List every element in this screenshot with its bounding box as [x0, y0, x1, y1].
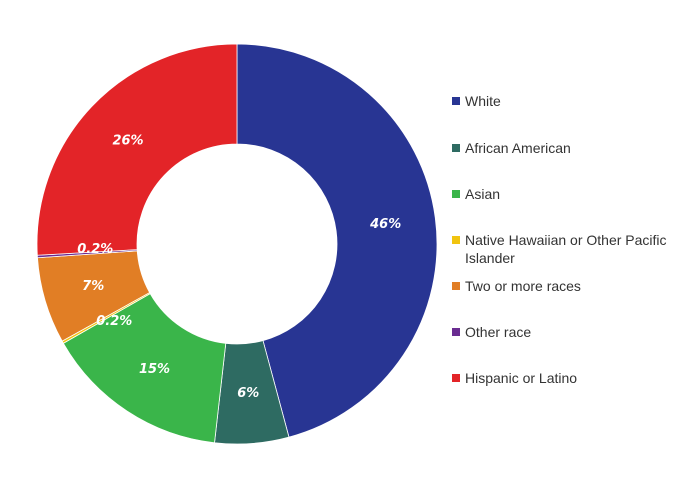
legend-item: Asian — [452, 185, 677, 203]
legend-label: Native Hawaiian or Other Pacific Islande… — [465, 232, 667, 266]
legend-swatch — [452, 97, 460, 105]
slice-label-white: 46% — [369, 217, 401, 232]
slice-label-two-or-more-races: 7% — [82, 279, 104, 294]
legend-swatch — [452, 144, 460, 152]
slice-label-asian: 15% — [139, 362, 170, 377]
slice-label-native-hawaiian-or-other-pacific-islander: 0.2% — [96, 314, 132, 329]
legend-item: White — [452, 92, 677, 110]
legend-label: Other race — [465, 324, 532, 340]
slice-hispanic-or-latino — [36, 43, 238, 256]
legend-item: Hispanic or Latino — [452, 369, 677, 387]
legend-swatch — [452, 236, 460, 244]
legend-item: African American — [452, 139, 677, 157]
slice-white — [236, 43, 438, 438]
legend-item: Native Hawaiian or Other Pacific Islande… — [452, 231, 677, 267]
legend-label: Asian — [465, 186, 501, 202]
legend-label: Two or more races — [465, 278, 581, 294]
legend-item: Other race — [452, 323, 677, 341]
slice-labels-group: 46% 6% 15% 0.2% 7% 0.2% 26% — [77, 134, 401, 402]
legend-swatch — [452, 374, 460, 382]
slice-label-hispanic-or-latino: 26% — [112, 134, 143, 149]
legend-label: Hispanic or Latino — [465, 370, 578, 386]
slice-label-african-american: 6% — [237, 386, 259, 401]
slices-group — [36, 43, 438, 445]
slice-label-other-race: 0.2% — [77, 242, 113, 257]
legend-item: Two or more races — [452, 277, 677, 295]
legend-swatch — [452, 328, 460, 336]
legend-label: White — [465, 93, 501, 109]
legend-swatch — [452, 282, 460, 290]
legend-label: African American — [465, 140, 571, 156]
legend-swatch — [452, 190, 460, 198]
